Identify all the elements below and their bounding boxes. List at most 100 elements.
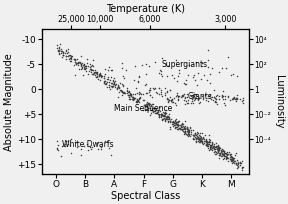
Point bbox=[191, 133, 196, 137]
Point bbox=[227, 151, 232, 154]
Point bbox=[145, 101, 149, 104]
Point bbox=[234, 151, 238, 154]
Point bbox=[159, 93, 163, 96]
Point bbox=[213, 149, 217, 153]
Point bbox=[202, 137, 206, 141]
Point bbox=[63, 142, 68, 145]
Point bbox=[160, 118, 164, 121]
Point bbox=[79, 63, 83, 66]
Point bbox=[234, 98, 239, 101]
Point bbox=[77, 61, 81, 64]
Point bbox=[205, 144, 210, 147]
Point bbox=[205, 142, 210, 145]
Point bbox=[185, 102, 190, 105]
Point bbox=[165, 114, 169, 118]
Point bbox=[90, 73, 95, 76]
Point bbox=[109, 76, 114, 80]
Point bbox=[65, 140, 70, 143]
Point bbox=[66, 55, 70, 58]
Point bbox=[85, 73, 90, 77]
Point bbox=[174, 123, 178, 126]
Point bbox=[174, 121, 178, 124]
Point bbox=[188, 129, 193, 132]
Point bbox=[196, 99, 201, 102]
Point bbox=[205, 141, 210, 144]
Point bbox=[230, 161, 235, 164]
Point bbox=[126, 93, 130, 97]
Point bbox=[228, 99, 232, 102]
Point bbox=[87, 145, 92, 149]
Point bbox=[237, 161, 242, 164]
Point bbox=[179, 127, 184, 131]
Point bbox=[235, 167, 239, 170]
Point bbox=[181, 95, 186, 98]
Point bbox=[130, 95, 134, 99]
Point bbox=[200, 143, 205, 146]
Point bbox=[197, 97, 201, 101]
Point bbox=[195, 137, 199, 140]
Point bbox=[111, 80, 115, 83]
Point bbox=[211, 144, 216, 148]
Point bbox=[150, 107, 155, 110]
Point bbox=[232, 96, 236, 99]
Point bbox=[89, 69, 93, 72]
Point bbox=[133, 97, 137, 100]
Point bbox=[212, 147, 217, 150]
Point bbox=[182, 124, 187, 128]
Point bbox=[64, 55, 69, 58]
Point bbox=[88, 68, 93, 72]
Point bbox=[183, 82, 188, 86]
Point bbox=[216, 150, 221, 153]
Point bbox=[233, 162, 238, 165]
Point bbox=[175, 95, 180, 99]
Point bbox=[69, 58, 74, 61]
Point bbox=[129, 95, 134, 98]
Point bbox=[84, 65, 89, 69]
Point bbox=[175, 126, 180, 129]
Point bbox=[184, 93, 189, 96]
Point bbox=[215, 150, 220, 153]
Point bbox=[156, 110, 160, 113]
Point bbox=[88, 66, 93, 69]
Point bbox=[168, 121, 172, 124]
Point bbox=[226, 94, 231, 98]
Point bbox=[197, 138, 202, 141]
Point bbox=[118, 82, 122, 85]
Point bbox=[187, 130, 192, 133]
Point bbox=[199, 135, 203, 139]
Point bbox=[230, 157, 234, 161]
Point bbox=[126, 91, 130, 95]
Point bbox=[137, 93, 141, 97]
Point bbox=[220, 95, 224, 98]
Point bbox=[120, 91, 124, 94]
Point bbox=[65, 52, 69, 56]
Point bbox=[65, 55, 70, 58]
Point bbox=[165, 91, 169, 94]
Point bbox=[101, 82, 106, 85]
Point bbox=[222, 156, 226, 160]
Point bbox=[213, 100, 217, 103]
Point bbox=[103, 82, 108, 85]
Point bbox=[91, 59, 95, 62]
Point bbox=[222, 152, 227, 155]
Point bbox=[219, 96, 224, 99]
Point bbox=[66, 143, 71, 146]
Point bbox=[202, 142, 206, 145]
Point bbox=[136, 101, 141, 104]
Point bbox=[202, 139, 207, 143]
Point bbox=[145, 103, 149, 106]
Point bbox=[221, 151, 226, 155]
Point bbox=[197, 136, 201, 140]
Point bbox=[172, 122, 177, 125]
Point bbox=[208, 146, 213, 150]
Point bbox=[110, 86, 115, 90]
Point bbox=[159, 73, 163, 77]
Point bbox=[219, 150, 224, 153]
Point bbox=[78, 62, 82, 65]
Point bbox=[219, 150, 223, 153]
Point bbox=[204, 144, 208, 147]
Point bbox=[133, 92, 138, 96]
Point bbox=[221, 150, 225, 153]
Point bbox=[83, 67, 87, 70]
Point bbox=[183, 120, 187, 123]
